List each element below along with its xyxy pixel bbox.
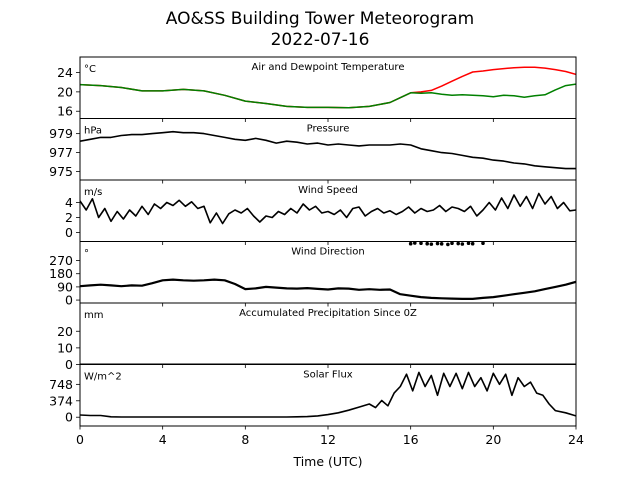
y-tick-label: 270	[49, 253, 73, 268]
panel-unit: mm	[84, 310, 103, 321]
y-tick-label: 20	[57, 324, 73, 339]
x-tick-label: 20	[485, 432, 501, 447]
series-line	[80, 66, 576, 109]
data-point	[446, 242, 450, 247]
series-line	[80, 192, 576, 225]
data-point	[460, 242, 465, 246]
y-tick-label: 977	[49, 145, 73, 160]
y-tick-label: 20	[57, 84, 73, 99]
y-tick-label: 2	[65, 210, 73, 225]
y-tick-label: 4	[65, 195, 73, 210]
chart-subtitle: 2022-07-16	[271, 30, 370, 50]
y-tick-label: 16	[57, 104, 73, 119]
panel-1: 16 20 24 Air and Dewpoint Temperature °C	[57, 56, 577, 122]
y-tick-label: 374	[49, 393, 73, 408]
panel-series	[80, 66, 576, 109]
data-point	[408, 241, 413, 246]
panel-3: 024 Wind Speed m/s	[65, 179, 577, 245]
y-tick-label: 24	[57, 65, 73, 80]
data-point	[419, 241, 423, 246]
y-tick-label: 0	[65, 410, 73, 425]
panel-title: Solar Flux	[303, 370, 353, 381]
panel-title: Wind Direction	[291, 247, 365, 258]
x-tick-label: 4	[159, 432, 167, 447]
data-point	[470, 241, 475, 246]
data-point	[481, 241, 485, 246]
data-point	[466, 241, 471, 246]
data-point	[435, 241, 440, 246]
x-tick-label: 12	[320, 432, 336, 447]
panel-unit: m/s	[84, 187, 102, 198]
y-tick-label: 0	[65, 293, 73, 308]
panel-title: Wind Speed	[298, 185, 358, 196]
x-tick-label: 0	[76, 432, 84, 447]
panel-unit: hPa	[84, 126, 102, 137]
y-tick-label: 0	[65, 225, 73, 240]
y-tick-label: 0	[65, 357, 73, 372]
panel-series	[80, 130, 576, 170]
panel-series	[80, 192, 576, 225]
x-tick-label: 24	[568, 432, 584, 447]
panel-title: Accumulated Precipitation Since 0Z	[239, 308, 417, 319]
panel-2: 975 977 979 Pressure hPa	[49, 118, 577, 184]
panel-series	[80, 241, 576, 300]
panel-unit: °C	[84, 64, 96, 75]
x-tick-label: 16	[403, 432, 419, 447]
data-point	[456, 241, 461, 246]
y-tick-label: 748	[49, 377, 73, 392]
y-tick-label: 975	[49, 164, 73, 179]
data-point	[450, 241, 454, 246]
panel-title: Air and Dewpoint Temperature	[252, 62, 405, 73]
x-axis-label: Time (UTC)	[292, 454, 362, 469]
data-point	[425, 241, 430, 246]
y-tick-label: 180	[49, 266, 73, 281]
y-tick-label: 90	[57, 279, 73, 294]
series-line	[80, 371, 576, 418]
series-line	[80, 83, 576, 109]
panel-unit: °	[84, 249, 89, 260]
series-line	[80, 278, 576, 300]
series-line	[80, 130, 576, 170]
chart-title: AO&SS Building Tower Meteorogram	[166, 9, 474, 29]
data-point	[413, 241, 417, 245]
panel-series	[80, 371, 576, 418]
data-point	[429, 242, 434, 246]
y-tick-label: 10	[57, 340, 73, 355]
y-tick-label: 979	[49, 126, 73, 141]
data-point	[439, 242, 444, 246]
panel-title: Pressure	[307, 124, 350, 135]
x-tick-label: 8	[241, 432, 249, 447]
panel-unit: W/m^2	[84, 372, 122, 383]
